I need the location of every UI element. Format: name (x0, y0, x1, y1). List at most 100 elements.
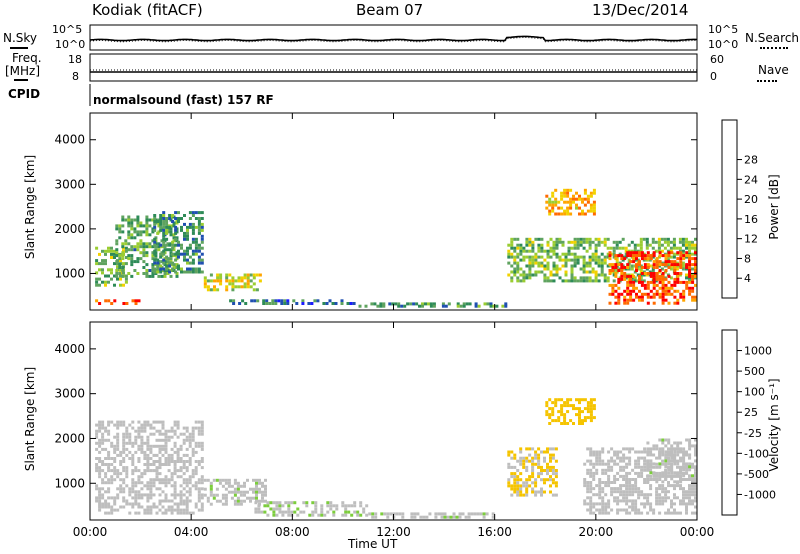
echo-cell (221, 484, 225, 488)
echo-cell (156, 270, 160, 274)
echo-cell (660, 267, 664, 271)
echo-cell (191, 270, 195, 274)
echo-cell (153, 220, 157, 223)
echo-cell (525, 249, 529, 253)
echo-cell (104, 481, 108, 485)
echo-cell (543, 249, 547, 253)
echo-cell (162, 234, 166, 238)
echo-region-power (95, 299, 141, 305)
echo-cell (649, 474, 653, 478)
echo-cell (555, 264, 559, 268)
echo-cell (676, 471, 680, 475)
echo-cell (397, 304, 401, 308)
echo-cell (589, 502, 593, 506)
echo-cell (332, 510, 336, 514)
echo-cell (594, 255, 598, 259)
y-tick-label-velocity: 2000 (54, 431, 85, 445)
echo-cell (182, 502, 186, 506)
echo-cell (177, 240, 180, 244)
echo-cell (167, 438, 171, 442)
echo-cell (603, 243, 607, 247)
echo-cell (104, 259, 107, 263)
echo-cell (131, 481, 135, 485)
echo-cell (134, 435, 138, 439)
echo-cell (581, 398, 584, 402)
echo-cell (598, 453, 602, 457)
echo-cell (146, 469, 150, 473)
echo-cell (116, 438, 120, 442)
echo-cell (228, 279, 232, 283)
echo-cell (598, 511, 602, 515)
echo-cell (664, 496, 668, 500)
echo-cell (622, 508, 626, 512)
echo-cell (246, 279, 250, 283)
echo-cell (583, 499, 587, 503)
echo-cell (649, 257, 653, 261)
echo-cell (679, 477, 683, 481)
echo-cell (616, 471, 620, 475)
echo-cell (610, 447, 614, 451)
echo-cell (655, 274, 659, 278)
echo-cell (101, 447, 105, 451)
echo-cell (335, 507, 339, 511)
echo-cell (516, 267, 520, 271)
echo-cell (107, 490, 111, 494)
echo-cell (95, 262, 99, 266)
echo-cell (197, 261, 201, 265)
echo-cell (589, 206, 593, 210)
echo-cell (563, 401, 567, 405)
echo-cell (688, 484, 691, 488)
echo-cell (95, 496, 99, 500)
echo-cell (152, 463, 156, 466)
echo-cell (616, 487, 620, 491)
echo-cell (161, 499, 165, 503)
echo-cell (592, 191, 596, 195)
echo-cell (598, 456, 602, 460)
echo-cell (673, 496, 676, 500)
echo-cell (98, 466, 102, 470)
echo-cell (231, 285, 235, 289)
echo-cell (642, 279, 646, 283)
echo-cell (225, 285, 229, 289)
echo-cell (679, 468, 683, 472)
echo-cell (614, 301, 618, 305)
echo-cell (676, 447, 679, 451)
echo-cell (104, 429, 108, 433)
echo-cell (610, 481, 614, 484)
echo-cell (679, 456, 682, 460)
echo-cell (613, 450, 617, 454)
echo-cell (206, 496, 210, 500)
echo-cell (281, 504, 285, 508)
echo-cell (589, 194, 593, 198)
echo-cell (604, 505, 608, 509)
echo-cell (101, 438, 105, 442)
echo-cell (552, 243, 556, 247)
echo-cell (261, 490, 264, 494)
echo-cell (516, 484, 520, 488)
echo-cell (275, 501, 279, 505)
echo-cell (275, 513, 279, 517)
echo-cell (125, 466, 129, 470)
echo-cell (101, 435, 105, 439)
echo-cell (537, 453, 541, 457)
echo-cell (688, 478, 691, 481)
echo-cell (679, 263, 683, 267)
echo-cell (127, 230, 131, 234)
echo-cell (579, 255, 583, 259)
echo-cell (145, 263, 149, 267)
echo-cell (167, 478, 171, 482)
echo-cell (389, 512, 393, 516)
echo-cell (551, 206, 555, 210)
echo-cell (566, 404, 570, 408)
echo-cell (191, 240, 195, 244)
echo-cell (310, 302, 314, 305)
echo-cell (611, 286, 615, 290)
echo-cell (531, 258, 535, 262)
echo-cell (661, 496, 665, 500)
echo-cell (113, 252, 116, 256)
echo-cell (649, 465, 653, 469)
echo-cell (98, 487, 102, 491)
echo-cell (243, 481, 246, 485)
echo-cell (652, 301, 656, 305)
echo-cell (510, 465, 514, 469)
